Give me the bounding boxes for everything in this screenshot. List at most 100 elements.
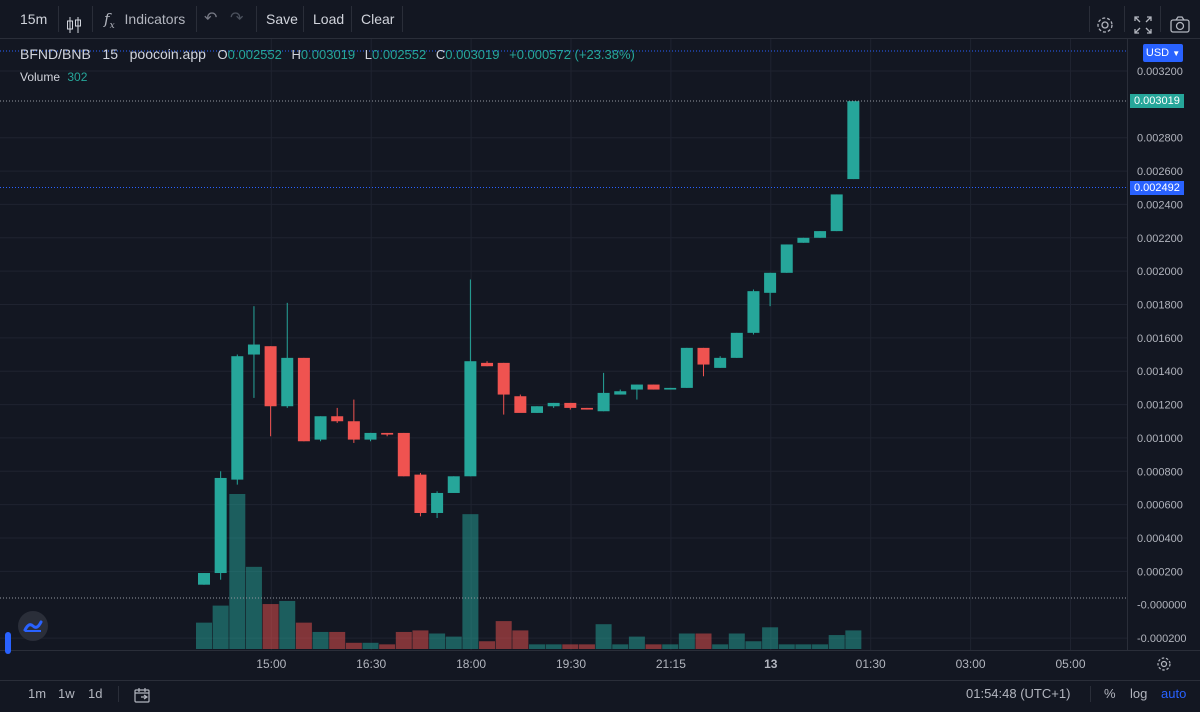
x-tick-label: 15:00 [256, 657, 286, 671]
fx-icon: fx [104, 10, 115, 31]
y-tick-label: 0.002600 [1137, 166, 1183, 178]
volume-bar [462, 514, 479, 649]
auto-toggle[interactable]: auto [1161, 686, 1187, 701]
x-tick-label: 16:30 [356, 657, 386, 671]
candle-body [198, 573, 210, 585]
y-tick-label: 0.002200 [1137, 233, 1183, 245]
toolbar-separator [351, 6, 352, 32]
open-value: 0.002552 [227, 47, 282, 62]
volume-bar [245, 566, 262, 649]
price-axis[interactable]: 0.003200 0.002800 0.002600 0.002400 0.002200… [1137, 66, 1187, 645]
candle-body [697, 347, 710, 365]
open-label: O [217, 47, 228, 62]
candle-body [414, 474, 427, 513]
load-button[interactable]: Load [313, 11, 345, 27]
time-axis[interactable]: 15:00 16:30 18:00 19:30 21:15 13 01:30 03:00 05:… [256, 657, 1086, 671]
toolbar-separator [1090, 686, 1091, 702]
low-label: L [364, 47, 373, 62]
toolbar-separator [1089, 6, 1090, 32]
volume-legend: Volume 302 [20, 70, 87, 84]
range-1m[interactable]: 1m [28, 686, 47, 701]
volume-bar [612, 644, 629, 649]
legend-source: poocoin.app [129, 46, 206, 62]
candlestick-series [198, 101, 860, 585]
volume-bar [795, 644, 812, 649]
volume-bars [196, 494, 862, 649]
goto-date-icon[interactable] [134, 686, 150, 703]
volume-bar [362, 642, 379, 649]
candle-body [531, 406, 543, 413]
volume-bar [262, 604, 279, 649]
volume-bar [196, 622, 212, 649]
undo-icon[interactable]: ↶ [204, 10, 218, 27]
chart-grid [0, 39, 1127, 650]
indicators-button[interactable]: fx Indicators [104, 0, 185, 38]
volume-bar [662, 644, 679, 649]
candle-body [247, 344, 260, 355]
candle-body [514, 396, 527, 413]
volume-bar [712, 644, 729, 649]
drawing-panel-toggle[interactable] [5, 632, 11, 654]
candle-body [347, 421, 360, 440]
volume-bar [512, 630, 529, 649]
clear-button[interactable]: Clear [361, 11, 395, 27]
candle-body [814, 231, 827, 238]
price-chart[interactable]: 0.003200 0.002800 0.002600 0.002400 0.002200… [0, 39, 1200, 679]
candle-body [647, 384, 660, 390]
volume-value: 302 [67, 70, 88, 84]
candle-body [730, 332, 743, 358]
y-tick-label: 0.002000 [1137, 266, 1183, 278]
candle-style-icon[interactable] [66, 10, 82, 33]
candle-body [797, 237, 810, 243]
low-value: 0.002552 [372, 47, 427, 62]
save-button[interactable]: Save [266, 11, 298, 27]
toolbar-separator [303, 6, 304, 32]
y-tick-label: 0.001400 [1137, 366, 1183, 378]
y-tick-label: 0.001800 [1137, 300, 1183, 312]
clock-display[interactable]: 01:54:48 (UTC+1) [966, 686, 1071, 701]
volume-bar [212, 605, 229, 649]
high-label: H [291, 47, 301, 62]
candle-body [780, 244, 793, 273]
y-tick-label: 0.000200 [1137, 566, 1183, 578]
volume-bar [379, 644, 396, 649]
symbol-name[interactable]: BFND/BNB [20, 46, 91, 62]
y-tick-label: -0.000200 [1137, 633, 1187, 645]
candle-body [597, 392, 610, 412]
candle-body [331, 416, 344, 422]
toolbar-separator [1124, 6, 1125, 32]
currency-select[interactable]: USD ▼ [1143, 44, 1183, 62]
symbol-legend: BFND/BNB 15 poocoin.app O0.002552 H0.003… [20, 46, 635, 62]
y-tick-label: 0.000800 [1137, 466, 1183, 478]
bottom-toolbar: 1m 1w 1d 01:54:48 (UTC+1) % log auto [0, 680, 1200, 707]
y-tick-label: 0.001000 [1137, 433, 1183, 445]
percent-toggle[interactable]: % [1104, 686, 1116, 701]
tradingview-logo-icon[interactable] [18, 611, 48, 641]
x-tick-label: 05:00 [1055, 657, 1085, 671]
volume-bar [495, 621, 512, 649]
log-toggle[interactable]: log [1130, 686, 1148, 701]
range-1d[interactable]: 1d [88, 686, 103, 701]
volume-bar [395, 631, 412, 649]
volume-bar [545, 644, 562, 649]
toolbar-separator [402, 6, 403, 32]
current-price-tag: 0.002492 [1130, 181, 1184, 195]
interval-button[interactable]: 15m [20, 11, 48, 27]
last-price-tag: 0.003019 [1130, 94, 1184, 108]
volume-bar [695, 633, 712, 649]
volume-bar [412, 630, 429, 649]
axis-settings-gear-icon[interactable] [1157, 657, 1171, 671]
volume-bar [312, 631, 329, 649]
x-tick-label: 18:00 [456, 657, 486, 671]
candle-body [364, 432, 377, 440]
y-tick-label: 0.000600 [1137, 500, 1183, 512]
fullscreen-icon[interactable] [1134, 10, 1152, 34]
top-toolbar: 15m fx Indicators ↶ ↷ Save Load Clear [0, 0, 1200, 39]
camera-icon[interactable] [1170, 10, 1190, 33]
range-1w[interactable]: 1w [58, 686, 75, 701]
settings-gear-icon[interactable] [1096, 10, 1114, 33]
volume-bar [745, 641, 762, 649]
volume-bar [329, 631, 346, 649]
volume-bar [529, 644, 545, 649]
redo-icon[interactable]: ↷ [230, 10, 244, 27]
